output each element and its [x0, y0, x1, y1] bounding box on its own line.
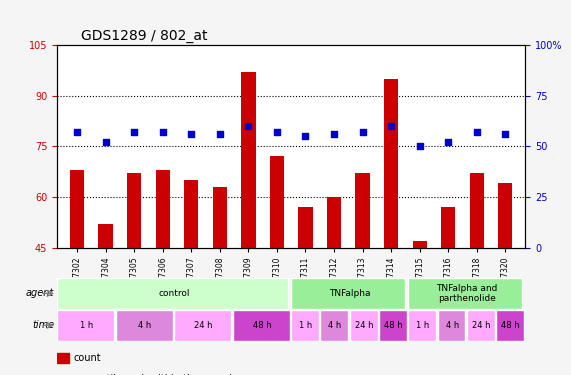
FancyBboxPatch shape: [233, 310, 289, 340]
Point: [158, 129, 167, 135]
Text: 4 h: 4 h: [445, 321, 459, 330]
Point: [444, 139, 453, 145]
FancyBboxPatch shape: [320, 310, 348, 340]
Bar: [327, 197, 341, 248]
Text: TNFalpha and
parthenolide: TNFalpha and parthenolide: [436, 284, 497, 303]
Text: 48 h: 48 h: [501, 321, 520, 330]
Text: 4 h: 4 h: [138, 321, 151, 330]
Bar: [99, 224, 113, 248]
Bar: [242, 72, 256, 248]
Point: [130, 129, 139, 135]
Text: 1 h: 1 h: [299, 321, 312, 330]
Text: control: control: [158, 289, 190, 298]
FancyBboxPatch shape: [408, 310, 436, 340]
FancyBboxPatch shape: [437, 310, 465, 340]
Text: time: time: [32, 320, 54, 330]
Text: 1 h: 1 h: [80, 321, 93, 330]
Point: [501, 131, 510, 137]
Point: [272, 129, 282, 135]
Bar: [299, 207, 313, 248]
Bar: [270, 156, 284, 248]
Point: [329, 131, 339, 137]
Point: [472, 129, 481, 135]
Bar: [184, 180, 199, 248]
Bar: [498, 183, 513, 248]
Bar: [57, 353, 69, 363]
Point: [187, 131, 196, 137]
Bar: [441, 207, 456, 248]
Bar: [155, 170, 170, 248]
Text: 48 h: 48 h: [384, 321, 403, 330]
FancyBboxPatch shape: [496, 310, 524, 340]
Text: percentile rank within the sample: percentile rank within the sample: [74, 374, 239, 375]
Point: [101, 139, 110, 145]
FancyBboxPatch shape: [291, 310, 319, 340]
FancyBboxPatch shape: [174, 310, 231, 340]
Text: 24 h: 24 h: [355, 321, 373, 330]
FancyBboxPatch shape: [291, 278, 405, 309]
Point: [301, 133, 310, 139]
Point: [358, 129, 367, 135]
Point: [73, 129, 82, 135]
Bar: [384, 79, 399, 248]
Bar: [213, 187, 227, 248]
Text: GDS1289 / 802_at: GDS1289 / 802_at: [81, 28, 207, 43]
FancyBboxPatch shape: [379, 310, 407, 340]
Text: 24 h: 24 h: [194, 321, 212, 330]
Point: [244, 123, 253, 129]
FancyBboxPatch shape: [350, 310, 377, 340]
Text: 4 h: 4 h: [328, 321, 341, 330]
FancyBboxPatch shape: [408, 278, 522, 309]
Bar: [356, 173, 370, 248]
Bar: [412, 241, 427, 248]
Point: [415, 143, 424, 149]
Text: 48 h: 48 h: [252, 321, 271, 330]
FancyBboxPatch shape: [57, 278, 288, 309]
FancyBboxPatch shape: [57, 310, 114, 340]
Bar: [127, 173, 142, 248]
Bar: [70, 170, 85, 248]
Bar: [57, 374, 69, 375]
Point: [215, 131, 224, 137]
Point: [387, 123, 396, 129]
Text: count: count: [74, 353, 101, 363]
FancyBboxPatch shape: [467, 310, 494, 340]
Bar: [470, 173, 484, 248]
Text: 24 h: 24 h: [472, 321, 490, 330]
FancyBboxPatch shape: [115, 310, 172, 340]
Text: 1 h: 1 h: [416, 321, 429, 330]
Text: TNFalpha: TNFalpha: [329, 289, 371, 298]
Text: agent: agent: [26, 288, 54, 298]
